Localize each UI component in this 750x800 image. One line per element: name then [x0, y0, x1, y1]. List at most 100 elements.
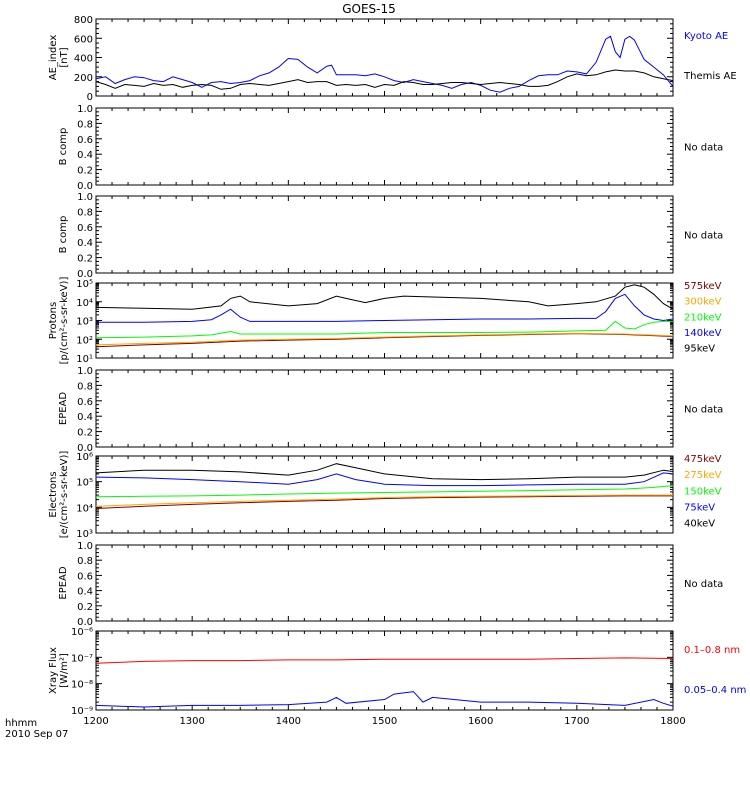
y-tick-label: 10³ [76, 317, 93, 328]
legend-label: 0.1–0.8 nm [684, 645, 740, 656]
y-tick-label: 600 [74, 34, 93, 45]
legend-label: Kyoto AE [684, 31, 728, 42]
no-data-label: No data [684, 579, 723, 590]
y-tick-label: 10⁻⁷ [71, 653, 93, 664]
y-tick-label: 10³ [76, 529, 93, 540]
y-tick-label: 0.2 [77, 602, 93, 613]
y-tick-label: 0.8 [77, 207, 93, 218]
chart-title: GOES-15 [342, 2, 396, 16]
legend-label: 95keV [684, 344, 715, 355]
y-tick-label: 1.0 [77, 104, 93, 115]
y-tick-label: 0.4 [77, 150, 93, 161]
x-tick-label: 1500 [372, 716, 397, 727]
y-tick-label: 1.0 [77, 541, 93, 552]
time-axis-label: hhmm [5, 718, 37, 729]
y-tick-label: 10⁶ [76, 452, 93, 463]
series-line [96, 69, 673, 90]
y-axis-label: [p/(cm²-s-sr-keV)] [59, 277, 70, 365]
y-tick-label: 0.2 [77, 166, 93, 177]
y-axis-label: [nT] [59, 47, 70, 67]
series-line [96, 332, 673, 346]
y-tick-label: 0.4 [77, 587, 93, 598]
series-line [96, 333, 673, 348]
no-data-label: No data [684, 143, 723, 154]
y-tick-label: 10⁵ [76, 478, 93, 489]
panel-4: 10¹ 10² 10³ 10⁴ 10⁵ Protons [p/(cm²-s-sr-keV)]… [48, 277, 722, 365]
no-data-label: No data [684, 231, 723, 242]
panel-1: 0 200 400 600 800 AE_index [nT] Kyoto AE Themis … [48, 15, 737, 103]
y-axis-label: Protons [48, 302, 59, 339]
y-axis-label: EPEAD [58, 566, 69, 600]
x-tick-label: 1400 [276, 716, 301, 727]
y-tick-label: 0.8 [77, 119, 93, 130]
y-tick-label: 10¹ [76, 354, 93, 365]
y-tick-label: 0.0 [77, 443, 93, 454]
y-tick-label: 0.4 [77, 412, 93, 423]
panels: 0 200 400 600 800 AE_index [nT] Kyoto AE Themis … [48, 15, 746, 727]
y-tick-label: 0.0 [77, 617, 93, 628]
x-tick-label: 1700 [564, 716, 589, 727]
plot-frame [95, 195, 674, 274]
series-line [96, 35, 673, 93]
series-line [96, 463, 673, 481]
y-tick-label: 10⁻⁹ [71, 706, 93, 717]
y-tick-label: 0.8 [77, 381, 93, 392]
y-tick-label: 0.4 [77, 238, 93, 249]
y-tick-label: 0 [87, 92, 93, 103]
y-axis-label: B comp [58, 128, 69, 166]
y-tick-label: 0.6 [77, 223, 93, 234]
plot-frame [95, 455, 674, 534]
series-line [96, 494, 673, 507]
panel-8: 10⁻⁹ 10⁻⁸ 10⁻⁷ 10⁻⁶ Xray Flux [W/m²] 0.1–0.8 n… [48, 627, 746, 727]
panel-7: 0.0 0.2 0.4 0.6 0.8 1.0 EPEAD No data [58, 541, 723, 628]
y-tick-label: 0.6 [77, 397, 93, 408]
series-line [96, 284, 673, 310]
plot-frame [95, 544, 674, 622]
panel-3: 0.0 0.2 0.4 0.6 0.8 1.0 B comp No data [58, 192, 723, 280]
legend-label: 210keV [684, 312, 722, 323]
y-tick-label: 10⁵ [76, 279, 93, 290]
y-tick-label: 10⁴ [76, 503, 93, 514]
x-tick-label: 1800 [660, 716, 685, 727]
date-label: 2010 Sep 07 [5, 729, 68, 740]
y-tick-label: 10⁴ [76, 298, 93, 309]
legend-label: 0.05–0.4 nm [684, 685, 746, 696]
panel-6: 10³ 10⁴ 10⁵ 10⁶ Electrons [e/(cm²-s-sr-keV)] 4… [48, 451, 722, 540]
series-line [96, 495, 673, 509]
y-axis-label: Xray Flux [48, 647, 59, 694]
y-tick-label: 200 [74, 73, 93, 84]
series-line [96, 472, 673, 487]
plot-frame [95, 107, 674, 186]
legend-label: 475keV [684, 454, 722, 465]
y-axis-label: B comp [58, 216, 69, 254]
legend-label: 40keV [684, 519, 715, 530]
y-tick-label: 0.6 [77, 571, 93, 582]
x-tick-label: 1600 [468, 716, 493, 727]
series-line [96, 657, 673, 664]
plot-frame [95, 630, 674, 711]
y-tick-label: 0.0 [77, 181, 93, 192]
series-line [96, 691, 673, 708]
y-tick-label: 0.2 [77, 428, 93, 439]
legend-label: 300keV [684, 297, 722, 308]
plot-frame [95, 369, 674, 448]
y-tick-label: 800 [74, 15, 93, 26]
legend-label: 575keV [684, 281, 722, 292]
panel-5: 0.0 0.2 0.4 0.6 0.8 1.0 EPEAD No data [58, 366, 723, 454]
y-tick-label: 10² [76, 335, 93, 346]
y-axis-label: [e/(cm²-s-sr-keV)] [59, 451, 70, 539]
y-tick-label: 400 [74, 54, 93, 65]
series-line [96, 293, 673, 323]
y-tick-label: 10⁻⁶ [71, 627, 93, 638]
y-tick-label: 0.2 [77, 254, 93, 265]
no-data-label: No data [684, 405, 723, 416]
series-line [96, 320, 673, 339]
x-tick-label: 1300 [179, 716, 204, 727]
y-tick-label: 10⁻⁸ [71, 680, 93, 691]
y-axis-label: EPEAD [58, 392, 69, 426]
y-tick-label: 0.8 [77, 556, 93, 567]
series-line [96, 485, 673, 498]
legend-label: 140keV [684, 328, 722, 339]
legend-label: 150keV [684, 486, 722, 497]
